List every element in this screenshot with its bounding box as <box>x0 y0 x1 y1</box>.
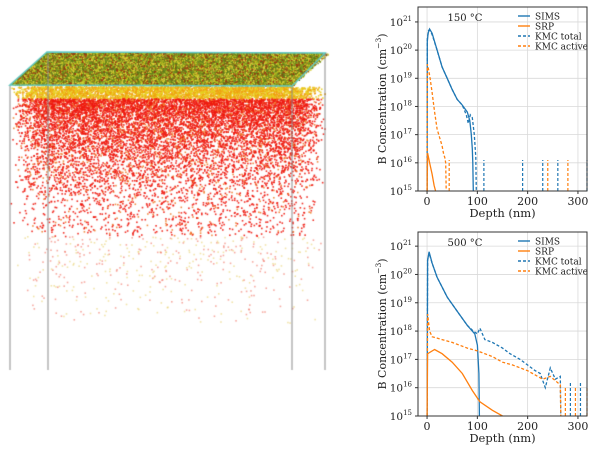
legend-entry: SIMS <box>535 13 560 23</box>
y-tick-label: 1021 <box>390 15 412 29</box>
series-line-kmc-active <box>426 314 562 416</box>
chart-title: 150 °C <box>448 13 483 24</box>
y-tick-label: 1020 <box>390 267 412 281</box>
series-line-kmc-active <box>426 64 447 191</box>
y-tick-label: 1018 <box>390 324 412 338</box>
series-line-srp <box>426 348 503 416</box>
plot-frame <box>417 6 588 192</box>
x-tick-label: 0 <box>424 195 431 208</box>
series-line-srp <box>426 152 437 191</box>
y-axis-label: B Concentration (cm−3) <box>374 33 389 164</box>
y-tick-label: 1015 <box>390 409 412 423</box>
y-tick-label: 1021 <box>390 239 412 253</box>
y-tick-label: 1017 <box>390 128 412 142</box>
y-tick-label: 1015 <box>390 184 412 198</box>
legend-entry: SIMS <box>535 238 560 248</box>
y-tick-label: 1017 <box>390 352 412 366</box>
y-tick-label: 1019 <box>390 296 412 310</box>
x-axis-label: Depth (nm) <box>469 431 535 445</box>
x-tick-label: 100 <box>467 195 488 208</box>
x-axis-label: Depth (nm) <box>469 206 535 220</box>
legend-entry: KMC total <box>535 33 582 43</box>
x-tick-label: 200 <box>517 195 538 208</box>
y-tick-label: 1019 <box>390 71 412 85</box>
legend-entry: KMC total <box>535 258 582 268</box>
series-line-kmc-total <box>426 29 477 191</box>
chart-2: 0 100 200 300 1015 1016 1017 1018 1019 1020 1021 50… <box>374 231 588 445</box>
legend-entry: KMC active <box>535 268 588 278</box>
x-tick-label: 100 <box>467 420 488 433</box>
x-tick-label: 200 <box>517 420 538 433</box>
y-tick-label: 1020 <box>390 43 412 57</box>
chart-title: 500 °C <box>448 238 483 249</box>
y-axis-label: B Concentration (cm−3) <box>374 258 389 389</box>
x-tick-label: 0 <box>424 420 431 433</box>
chart-1: 0 100 200 300 1015 1016 1017 1018 1019 1020 1021 15… <box>374 6 588 220</box>
legend-entry: KMC active <box>535 43 588 53</box>
x-tick-label: 300 <box>567 195 588 208</box>
series-line-sims <box>426 251 481 416</box>
x-tick-label: 300 <box>567 420 588 433</box>
y-tick-label: 1016 <box>390 381 413 395</box>
legend-entry: SRP <box>535 23 554 33</box>
y-tick-label: 1018 <box>390 99 412 113</box>
series-line-sims <box>426 27 474 191</box>
atomistic-simulation-render <box>0 0 340 400</box>
legend-entry: SRP <box>535 248 554 258</box>
series-line-kmc-total <box>426 253 562 416</box>
plot-frame <box>417 231 588 417</box>
y-tick-label: 1016 <box>390 156 413 170</box>
